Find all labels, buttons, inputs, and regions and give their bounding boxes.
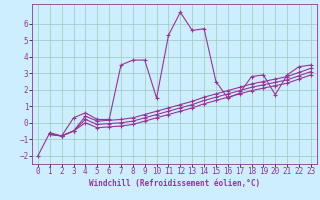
X-axis label: Windchill (Refroidissement éolien,°C): Windchill (Refroidissement éolien,°C): [89, 179, 260, 188]
